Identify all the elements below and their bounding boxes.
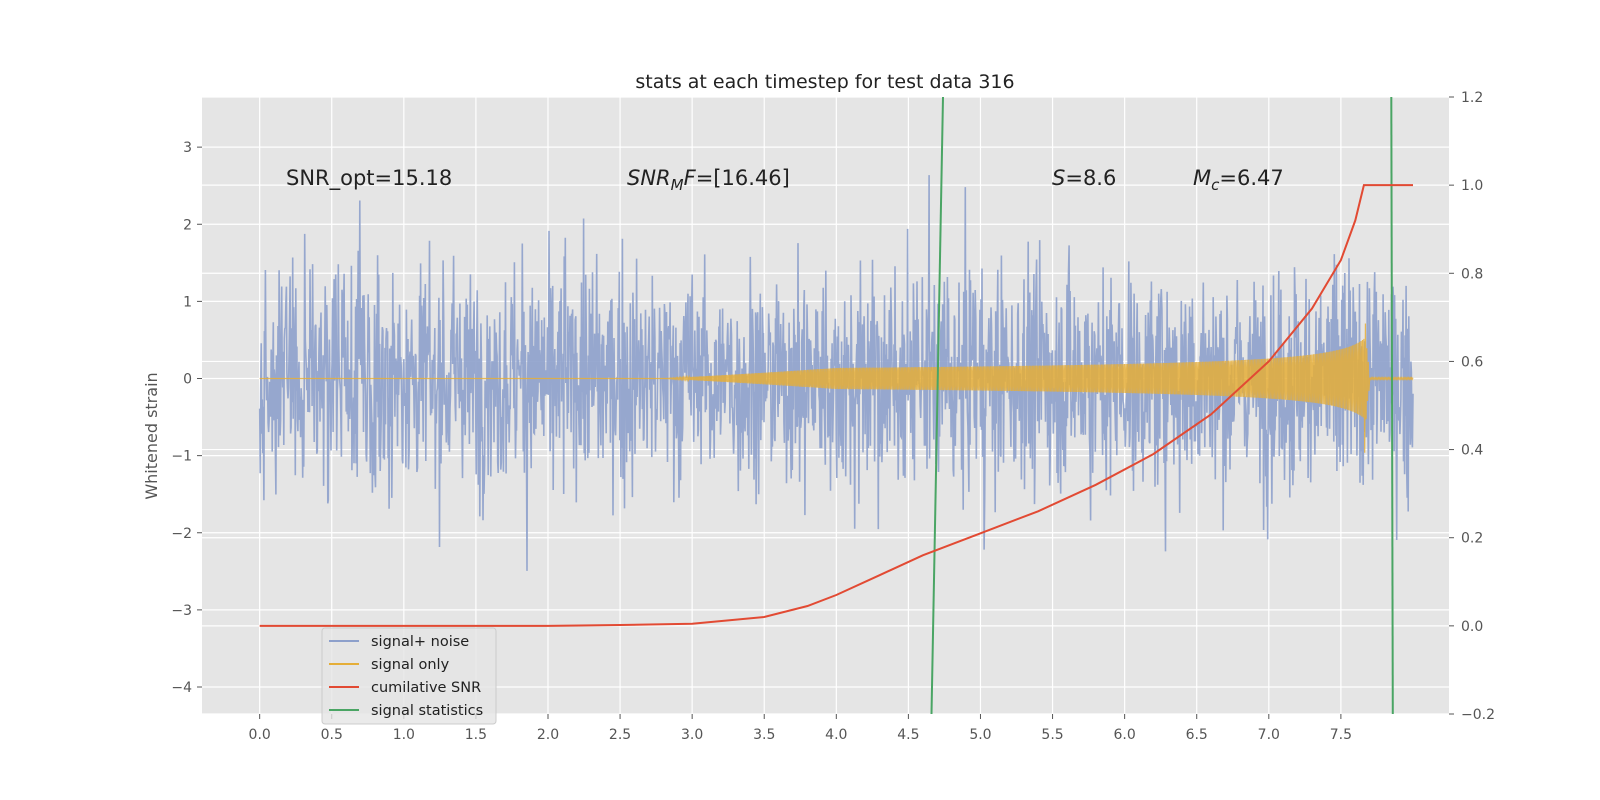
y2-tick-label: 0.2	[1461, 531, 1483, 547]
x-tick-label: 2.5	[609, 727, 631, 743]
annotation-mc-sub: c	[1211, 176, 1220, 194]
y2-tick-label: 0.8	[1461, 266, 1483, 282]
legend: signal+ noise signal only cumilative SNR…	[321, 627, 497, 725]
cumulative-snr-series	[259, 184, 1413, 627]
x-tick-label: 1.5	[465, 727, 487, 743]
chart-title: stats at each timestep for test data 316	[635, 71, 1014, 93]
x-tick-label: 6.5	[1186, 727, 1208, 743]
annotation-snr-mf-suffix: F	[684, 166, 697, 190]
x-tick-label: 6.0	[1114, 727, 1136, 743]
legend-box	[321, 627, 497, 725]
y-axis-ticks: 3 2 1 0 −1 −2 −3 −4	[171, 140, 202, 696]
x-tick-label: 5.5	[1041, 727, 1063, 743]
signal-statistics-line	[1390, 96, 1394, 715]
x-tick-label: 4.0	[825, 727, 847, 743]
annotation-s-label: S	[1052, 166, 1065, 190]
annotation-mc: Mc=6.47	[1193, 166, 1284, 194]
legend-label-signal-noise: signal+ noise	[371, 634, 469, 650]
annotation-snr-mf-sub: M	[671, 176, 684, 194]
legend-label-signal-statistics: signal statistics	[371, 703, 483, 719]
y2-tick-label: 0.0	[1461, 619, 1483, 635]
y2-tick-label: 1.0	[1461, 178, 1483, 194]
legend-label-cumulative-snr: cumilative SNR	[371, 680, 481, 696]
signal-statistics-series	[930, 96, 1394, 715]
y-tick-label: 3	[183, 140, 192, 156]
y-tick-label: 2	[183, 217, 192, 233]
y-tick-label: −3	[171, 603, 192, 619]
y-tick-label: 0	[183, 372, 192, 388]
annotation-s: S=8.6	[1052, 166, 1116, 190]
annotation-mc-label: M	[1193, 166, 1211, 190]
y2-tick-label: −0.2	[1461, 707, 1495, 723]
y-tick-label: 1	[183, 294, 192, 310]
x-tick-label: 7.0	[1258, 727, 1280, 743]
legend-label-signal-only: signal only	[371, 657, 450, 673]
annotation-s-value: =8.6	[1065, 166, 1116, 190]
y2-tick-label: 0.6	[1461, 354, 1483, 370]
x-tick-label: 5.0	[969, 727, 991, 743]
annotation-snr-mf: SNRMF=[16.46]	[627, 166, 790, 194]
cumulative-snr-line	[259, 184, 1413, 627]
x-tick-label: 2.0	[537, 727, 559, 743]
signal-only-series	[259, 323, 1414, 453]
x-tick-label: 7.5	[1330, 727, 1352, 743]
x-tick-label: 0.5	[321, 727, 343, 743]
y-tick-label: −2	[171, 526, 192, 542]
y2-axis-ticks: 1.2 1.0 0.8 0.6 0.4 0.2 0.0 −0.2	[1449, 90, 1495, 723]
x-tick-label: 1.0	[393, 727, 415, 743]
y2-tick-label: 0.4	[1461, 443, 1483, 459]
signal-statistics-line	[930, 96, 944, 715]
annotation-snr-mf-value: =[16.46]	[696, 166, 790, 190]
y-axis-label: Whitened strain	[142, 372, 161, 499]
annotation-snr-mf-label: SNR	[627, 166, 671, 190]
y2-tick-label: 1.2	[1461, 90, 1483, 106]
x-tick-label: 3.0	[681, 727, 703, 743]
x-tick-label: 0.0	[249, 727, 271, 743]
annotation-snr-opt: SNR_opt=15.18	[286, 166, 452, 191]
signal-only-line	[259, 323, 1414, 453]
x-axis-ticks: 0.0 0.5 1.0 1.5 2.0 2.5 3.0 3.5 4.0 4.5 5.0 5.5 6.0 6…	[249, 714, 1352, 743]
annotation-mc-value: =6.47	[1219, 166, 1283, 190]
y-tick-label: −4	[171, 680, 192, 696]
x-tick-label: 4.5	[897, 727, 919, 743]
x-tick-label: 3.5	[753, 727, 775, 743]
y-tick-label: −1	[171, 449, 192, 465]
